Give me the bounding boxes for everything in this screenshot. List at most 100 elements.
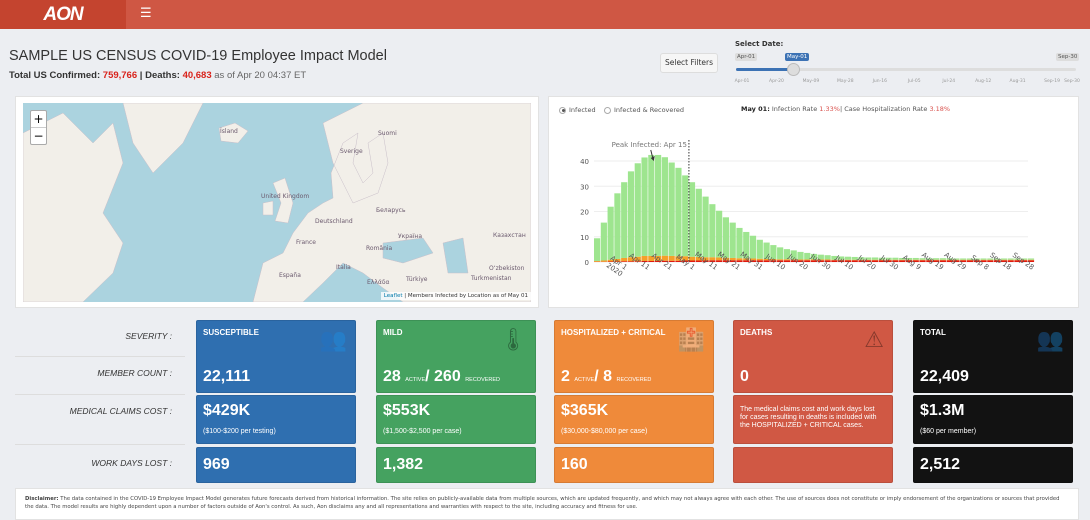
bar-hospitalized[interactable]	[885, 259, 892, 261]
bar-hospitalized[interactable]	[865, 259, 872, 261]
bar-hospitalized[interactable]	[1027, 259, 1035, 261]
bar-mild[interactable]	[675, 167, 682, 257]
bar-hospitalized[interactable]	[777, 259, 784, 261]
bar-mild[interactable]	[878, 257, 885, 260]
bar-mild[interactable]	[634, 163, 641, 257]
bar-deaths[interactable]	[912, 260, 919, 262]
bar-deaths[interactable]	[749, 260, 757, 262]
bar-mild[interactable]	[919, 258, 926, 260]
bar-hospitalized[interactable]	[1007, 259, 1014, 261]
bar-deaths[interactable]	[661, 260, 668, 262]
bar-mild[interactable]	[899, 257, 906, 260]
bar-mild[interactable]	[939, 258, 946, 260]
bar-hospitalized[interactable]	[953, 259, 960, 261]
bar-deaths[interactable]	[1027, 260, 1035, 262]
bar-mild[interactable]	[1000, 258, 1007, 260]
bar-hospitalized[interactable]	[946, 259, 953, 261]
bar-mild[interactable]	[668, 162, 675, 256]
bar-hospitalized[interactable]	[702, 257, 709, 261]
bar-mild[interactable]	[871, 257, 879, 260]
bar-hospitalized[interactable]	[987, 259, 994, 261]
bar-hospitalized[interactable]	[1014, 259, 1021, 261]
bar-hospitalized[interactable]	[817, 259, 824, 261]
bar-mild[interactable]	[817, 254, 824, 260]
bar-deaths[interactable]	[973, 260, 980, 262]
bar-mild[interactable]	[953, 258, 960, 260]
date-slider-handle[interactable]	[786, 63, 800, 76]
bar-deaths[interactable]	[926, 260, 933, 262]
bar-hospitalized[interactable]	[824, 259, 831, 261]
bar-hospitalized[interactable]	[729, 257, 736, 261]
bar-mild[interactable]	[716, 210, 723, 258]
bar-deaths[interactable]	[702, 260, 709, 262]
bar-hospitalized[interactable]	[688, 256, 696, 261]
bar-hospitalized[interactable]	[797, 259, 804, 261]
bar-mild[interactable]	[973, 258, 980, 260]
zoom-in-button[interactable]: +	[31, 111, 46, 128]
bar-hospitalized[interactable]	[1000, 259, 1007, 261]
bar-hospitalized[interactable]	[960, 259, 967, 261]
bar-mild[interactable]	[960, 258, 967, 260]
bar-deaths[interactable]	[960, 260, 967, 262]
bar-mild[interactable]	[912, 257, 919, 260]
bar-hospitalized[interactable]	[675, 256, 682, 261]
bar-deaths[interactable]	[838, 260, 845, 262]
bar-deaths[interactable]	[885, 260, 892, 262]
bar-hospitalized[interactable]	[939, 259, 946, 261]
select-filters-button[interactable]: Select Filters	[660, 53, 718, 73]
bar-deaths[interactable]	[865, 260, 872, 262]
bar-hospitalized[interactable]	[743, 258, 750, 261]
bar-hospitalized[interactable]	[838, 259, 845, 261]
bar-hospitalized[interactable]	[973, 259, 980, 261]
bar-hospitalized[interactable]	[600, 260, 607, 262]
bar-deaths[interactable]	[824, 260, 831, 262]
bar-deaths[interactable]	[777, 260, 784, 262]
bar-mild[interactable]	[1021, 258, 1028, 260]
bar-deaths[interactable]	[675, 260, 682, 262]
bar-hospitalized[interactable]	[594, 260, 601, 262]
bar-hospitalized[interactable]	[661, 255, 668, 261]
bar-mild[interactable]	[648, 154, 655, 256]
bar-hospitalized[interactable]	[926, 259, 933, 261]
bar-hospitalized[interactable]	[810, 259, 818, 261]
bar-deaths[interactable]	[797, 260, 804, 262]
infection-map[interactable]: Ísland Suomi Sverige United Kingdom Бела…	[23, 103, 531, 302]
bar-hospitalized[interactable]	[933, 259, 940, 261]
bar-deaths[interactable]	[695, 260, 702, 262]
bar-mild[interactable]	[905, 257, 913, 260]
bar-deaths[interactable]	[987, 260, 994, 262]
bar-mild[interactable]	[763, 242, 770, 259]
bar-mild[interactable]	[797, 251, 804, 260]
bar-mild[interactable]	[641, 157, 648, 256]
bar-hospitalized[interactable]	[614, 258, 621, 262]
bar-deaths[interactable]	[871, 260, 879, 262]
bar-hospitalized[interactable]	[871, 259, 879, 261]
bar-hospitalized[interactable]	[709, 257, 716, 261]
bar-hospitalized[interactable]	[851, 259, 858, 261]
bar-deaths[interactable]	[1007, 260, 1014, 262]
bar-mild[interactable]	[987, 258, 994, 260]
bar-mild[interactable]	[770, 245, 777, 259]
bar-hospitalized[interactable]	[749, 258, 757, 261]
bar-deaths[interactable]	[953, 260, 960, 262]
bar-mild[interactable]	[946, 258, 953, 260]
bar-mild[interactable]	[858, 257, 865, 260]
bar-mild[interactable]	[831, 255, 838, 260]
bar-hospitalized[interactable]	[634, 256, 641, 262]
bar-deaths[interactable]	[621, 261, 628, 262]
bar-deaths[interactable]	[722, 260, 729, 262]
bar-deaths[interactable]	[770, 260, 777, 262]
bar-mild[interactable]	[607, 206, 614, 260]
bar-mild[interactable]	[1007, 258, 1014, 260]
bar-deaths[interactable]	[966, 260, 974, 262]
bar-hospitalized[interactable]	[655, 255, 662, 261]
radio-infected-recovered[interactable]: Infected & Recovered	[604, 106, 684, 114]
bar-hospitalized[interactable]	[994, 259, 1001, 261]
bar-deaths[interactable]	[641, 260, 648, 262]
bar-mild[interactable]	[892, 257, 899, 260]
bar-hospitalized[interactable]	[1021, 259, 1028, 261]
bar-deaths[interactable]	[851, 260, 858, 262]
bar-hospitalized[interactable]	[607, 259, 614, 262]
bar-deaths[interactable]	[614, 261, 621, 262]
bar-mild[interactable]	[865, 257, 872, 260]
